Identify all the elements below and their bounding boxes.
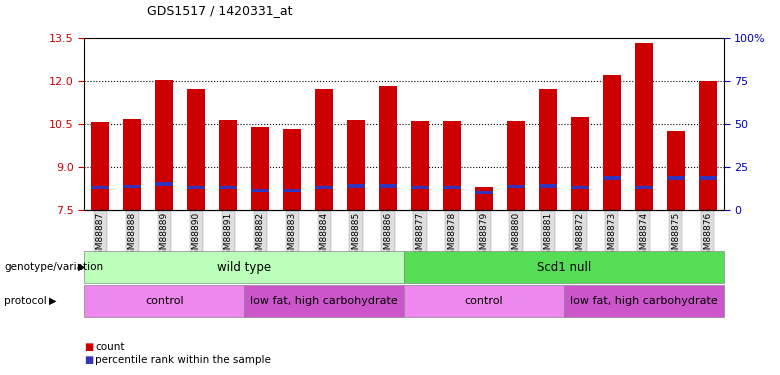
Bar [219, 120, 237, 210]
Bar [475, 191, 493, 194]
Bar [507, 122, 525, 210]
Bar [667, 176, 685, 180]
Bar [187, 186, 205, 189]
Bar [347, 184, 365, 188]
Bar [507, 185, 525, 189]
Bar [539, 88, 557, 210]
Text: ▶: ▶ [78, 262, 86, 272]
Bar [635, 43, 653, 210]
Bar [283, 189, 301, 192]
Bar [155, 182, 173, 186]
Text: ■: ■ [84, 342, 94, 352]
Text: low fat, high carbohydrate: low fat, high carbohydrate [570, 296, 718, 306]
Bar [315, 88, 333, 210]
Text: count: count [95, 342, 125, 352]
Bar [443, 186, 461, 189]
Bar [443, 122, 461, 210]
Bar [411, 186, 429, 189]
Bar [379, 184, 397, 188]
Text: ■: ■ [84, 355, 94, 365]
Bar [603, 176, 621, 180]
Text: wild type: wild type [217, 261, 271, 274]
Bar [91, 122, 109, 210]
Bar [571, 117, 589, 210]
Bar [187, 88, 205, 210]
Bar [603, 75, 621, 210]
Bar [379, 86, 397, 210]
Bar [635, 186, 653, 189]
Text: genotype/variation: genotype/variation [4, 262, 103, 272]
Text: low fat, high carbohydrate: low fat, high carbohydrate [250, 296, 398, 306]
Bar [539, 184, 557, 188]
Bar [91, 186, 109, 189]
Bar [699, 176, 717, 180]
Bar [699, 81, 717, 210]
Bar [315, 186, 333, 189]
Text: percentile rank within the sample: percentile rank within the sample [95, 355, 271, 365]
Text: GDS1517 / 1420331_at: GDS1517 / 1420331_at [147, 4, 292, 17]
Text: control: control [145, 296, 183, 306]
Bar [123, 185, 141, 189]
Bar [251, 127, 269, 210]
Text: protocol: protocol [4, 296, 47, 306]
Bar [123, 120, 141, 210]
Text: Scd1 null: Scd1 null [537, 261, 591, 274]
Bar [219, 186, 237, 189]
Bar [667, 131, 685, 210]
Bar [411, 122, 429, 210]
Bar [347, 120, 365, 210]
Bar [155, 80, 173, 210]
Bar [475, 187, 493, 210]
Bar [251, 189, 269, 192]
Bar [283, 129, 301, 210]
Text: ▶: ▶ [49, 296, 57, 306]
Bar [571, 186, 589, 189]
Text: control: control [465, 296, 503, 306]
